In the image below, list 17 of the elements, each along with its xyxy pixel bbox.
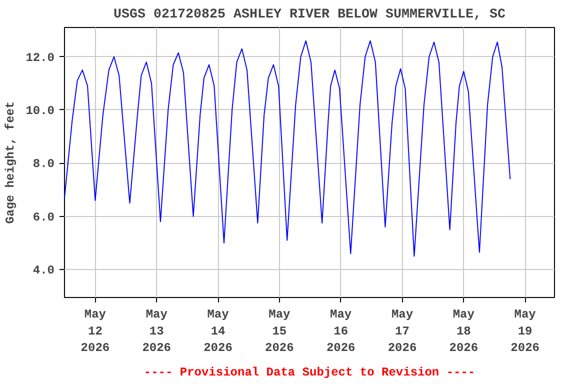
x-tick-label: May 12 2026: [80, 308, 110, 356]
y-tick-label: 10.0: [26, 104, 55, 118]
x-tick-label: May 14 2026: [204, 308, 232, 356]
y-tick-label: 6.0: [32, 210, 55, 224]
y-tick-label: 8.0: [32, 157, 55, 172]
y-axis-title: Gage height, feet: [4, 101, 18, 224]
x-tick-label: May 17 2026: [388, 308, 417, 356]
x-tick-label: May 18 2026: [449, 308, 478, 356]
text: ---- Provisional Data Subject to Revision ----: [144, 366, 476, 380]
x-tick-label: May 16 2026: [326, 308, 356, 356]
x-tick-label: May 13 2026: [142, 308, 172, 356]
x-tick-label: May 15 2026: [265, 308, 294, 356]
y-tick-label: 12.0: [26, 50, 55, 65]
chart-title: USGS 021720825 ASHLEY RIVER BELOW SUMMERVILLE, SC: [114, 8, 506, 22]
line-series: [64, 40, 511, 257]
x-tick-label: May 19 2026: [510, 308, 540, 356]
y-tick-label: 4.0: [32, 264, 55, 278]
